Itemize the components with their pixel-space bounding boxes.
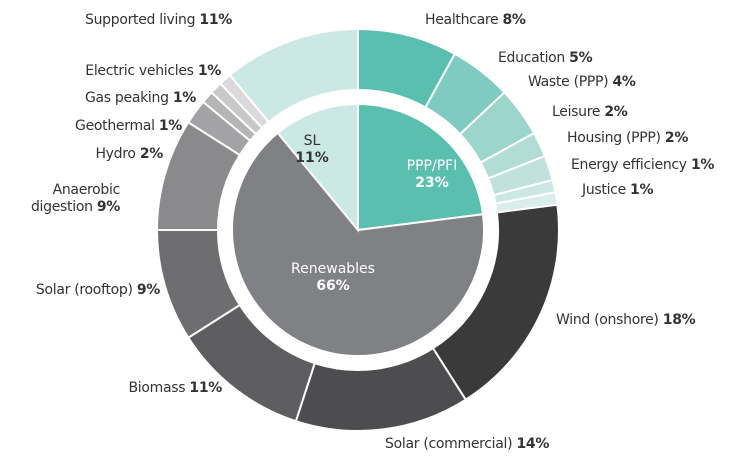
segment-value: 1% [197, 63, 221, 79]
segment-name: Wind (onshore) [556, 312, 659, 328]
segment-label: Electric vehicles 1% [85, 63, 221, 80]
segment-value: 1% [690, 157, 715, 173]
segment-name: Energy efficiency [571, 157, 687, 173]
segment-label: Solar (commercial) 14% [385, 436, 549, 453]
slice [276, 102, 359, 233]
segment-name: Biomass [128, 380, 186, 396]
segment-label: Anaerobic digestion 9% [10, 182, 120, 216]
segment-name: Anaerobic digestion [30, 182, 120, 215]
segment-value: 2% [664, 130, 689, 146]
inner-name: SL [303, 133, 321, 149]
segment-label: Biomass 11% [128, 380, 222, 397]
segment-label: Solar (rooftop) 9% [36, 282, 160, 299]
segment-name: Hydro [95, 146, 136, 162]
inner-label: SL 11% [295, 133, 329, 167]
segment-name: Housing (PPP) [567, 130, 661, 146]
segment-name: Electric vehicles [85, 63, 194, 79]
segment-name: Justice [582, 182, 626, 198]
slice [228, 27, 359, 124]
segment-name: Healthcare [425, 12, 499, 28]
segment-value: 9% [136, 282, 160, 298]
segment-name: Solar (rooftop) [35, 282, 133, 298]
segment-value: 4% [612, 74, 636, 90]
segment-label: Healthcare 8% [425, 12, 526, 29]
segment-value: 18% [662, 312, 696, 328]
segment-name: Geothermal [75, 118, 155, 134]
inner-value: 66% [316, 278, 350, 294]
segment-value: 9% [96, 199, 120, 215]
slice [231, 131, 485, 357]
segment-label: Waste (PPP) 4% [528, 74, 636, 91]
segment-name: Waste (PPP) [528, 74, 609, 90]
inner-label: Renewables 66% [291, 261, 375, 295]
segment-label: Wind (onshore) 18% [556, 312, 696, 329]
segment-label: Justice 1% [582, 182, 654, 199]
segment-name: Solar (commercial) [385, 436, 513, 452]
inner-name: Renewables [291, 261, 375, 277]
segment-value: 2% [139, 146, 163, 162]
slice [357, 102, 485, 232]
segment-value: 5% [569, 50, 593, 66]
segment-name: Supported living [85, 12, 196, 28]
inner-value: 11% [295, 150, 329, 166]
segment-value: 11% [199, 12, 232, 28]
segment-label: Geothermal 1% [75, 118, 182, 135]
segment-value: 1% [630, 182, 654, 198]
segment-label: Energy efficiency 1% [571, 157, 714, 174]
segment-name: Gas peaking [84, 90, 169, 106]
segment-label: Education 5% [498, 50, 593, 67]
inner-value: 23% [415, 175, 449, 191]
segment-value: 1% [158, 118, 182, 134]
segment-value: 1% [172, 90, 196, 106]
segment-label: Housing (PPP) 2% [567, 130, 688, 147]
segment-label: Supported living 11% [85, 12, 232, 29]
segment-label: Hydro 2% [95, 146, 163, 163]
segment-name: Education [498, 50, 565, 66]
slice [294, 346, 468, 432]
segment-value: 14% [516, 436, 550, 452]
segment-value: 2% [604, 104, 628, 120]
segment-label: Leisure 2% [552, 104, 628, 121]
segment-label: Gas peaking 1% [85, 90, 196, 107]
inner-label: PPP/PFI 23% [407, 158, 458, 192]
segment-value: 11% [189, 380, 222, 396]
segment-value: 8% [502, 12, 526, 28]
segment-name: Leisure [552, 104, 601, 120]
inner-name: PPP/PFI [406, 158, 458, 174]
